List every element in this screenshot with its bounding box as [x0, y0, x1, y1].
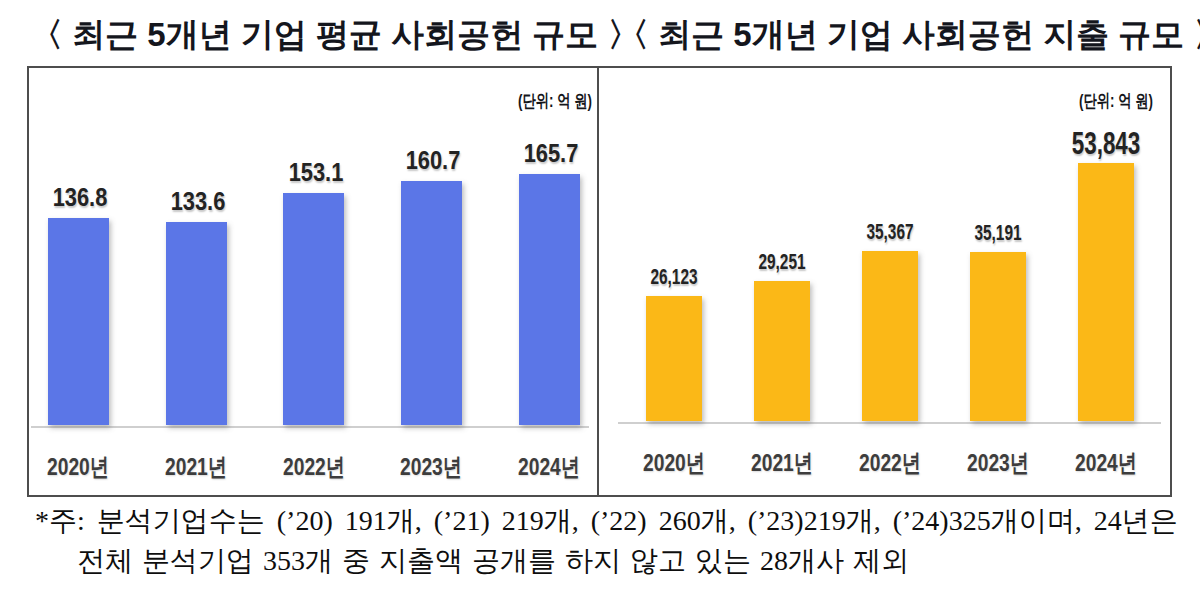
- x-label-text: 2023년: [400, 455, 462, 479]
- bar-2020년: [48, 218, 109, 425]
- x-label-2021년: 2021년: [157, 455, 234, 479]
- bar-2022년: [283, 193, 344, 425]
- x-label-text: 2021년: [165, 455, 227, 479]
- x-axis-line: [618, 422, 1161, 424]
- bar-2021년: [166, 222, 227, 425]
- bar-2023년: [970, 252, 1026, 421]
- value-text: 26,123: [651, 266, 698, 288]
- x-label-text: 2024년: [1075, 451, 1137, 475]
- value-text: 35,191: [974, 222, 1021, 244]
- x-label-2020년: 2020년: [40, 455, 117, 479]
- value-text: 53,843: [1072, 127, 1141, 159]
- value-label-2023년: 35,191: [964, 222, 1031, 244]
- unit-label: (단위: 억 원): [492, 89, 592, 113]
- x-label-text: 2020년: [643, 451, 705, 475]
- footnote-line-1: *주: 분석기업수는 (’20) 191개, (’21) 219개, (’22)…: [35, 502, 1178, 540]
- x-label-text: 2023년: [967, 451, 1029, 475]
- x-label-text: 2021년: [751, 451, 813, 475]
- unit-label-text: (단위: 억 원): [1079, 89, 1153, 113]
- footnote-line-2: 전체 분석기업 353개 중 지출액 공개를 하지 않고 있는 28개사 제외: [77, 542, 909, 580]
- bar-2020년: [646, 296, 702, 421]
- x-label-2022년: 2022년: [275, 455, 352, 479]
- value-text: 153.1: [288, 159, 343, 185]
- left-chart-panel: (단위: 억 원) 136.8 2020년 133.6 2021년 153.1 2022년…: [27, 66, 599, 497]
- unit-label-text: (단위: 억 원): [518, 89, 592, 113]
- value-label-2020년: 26,123: [641, 266, 708, 288]
- x-label-2020년: 2020년: [636, 451, 713, 475]
- x-label-2023년: 2023년: [959, 451, 1036, 475]
- x-label-2024년: 2024년: [510, 455, 587, 479]
- left-chart-title: 〈 최근 5개년 기업 평균 사회공헌 규모 〉: [30, 13, 641, 58]
- value-text: 136.8: [53, 184, 108, 210]
- value-text: 35,367: [867, 221, 914, 243]
- value-label-2024년: 165.7: [519, 140, 584, 166]
- x-label-text: 2022년: [859, 451, 921, 475]
- value-label-2023년: 160.7: [401, 147, 466, 173]
- right-chart-panel: (단위: 억 원) 26,123 2020년 29,251 2021년 35,367 20…: [599, 66, 1172, 497]
- bar-2021년: [754, 281, 810, 421]
- x-label-text: 2024년: [518, 455, 580, 479]
- unit-label: (단위: 억 원): [1053, 89, 1153, 113]
- right-chart-title: 〈 최근 5개년 기업 사회공헌 지출 규모 〉: [616, 13, 1200, 58]
- x-label-2021년: 2021년: [743, 451, 820, 475]
- x-label-2022년: 2022년: [851, 451, 928, 475]
- value-label-2020년: 136.8: [48, 184, 113, 210]
- bar-2024년: [519, 174, 580, 425]
- x-label-text: 2020년: [47, 455, 109, 479]
- value-label-2022년: 35,367: [856, 221, 923, 243]
- x-label-2024년: 2024년: [1067, 451, 1144, 475]
- value-text: 165.7: [524, 140, 579, 166]
- value-text: 160.7: [406, 147, 461, 173]
- value-label-2021년: 29,251: [749, 251, 816, 273]
- bar-2024년: [1078, 163, 1134, 421]
- value-label-2024년: 53,843: [1057, 127, 1155, 159]
- bar-2023년: [401, 181, 462, 425]
- value-text: 29,251: [759, 251, 806, 273]
- value-label-2021년: 133.6: [165, 188, 230, 214]
- value-text: 133.6: [171, 188, 226, 214]
- bar-2022년: [862, 251, 918, 421]
- x-label-text: 2022년: [283, 455, 345, 479]
- x-label-2023년: 2023년: [393, 455, 470, 479]
- value-label-2022년: 153.1: [283, 159, 348, 185]
- x-axis-line: [31, 426, 589, 428]
- page: 〈 최근 5개년 기업 평균 사회공헌 규모 〉 〈 최근 5개년 기업 사회공…: [0, 0, 1200, 600]
- chart-panels: (단위: 억 원) 136.8 2020년 133.6 2021년 153.1 2022년…: [27, 66, 1172, 497]
